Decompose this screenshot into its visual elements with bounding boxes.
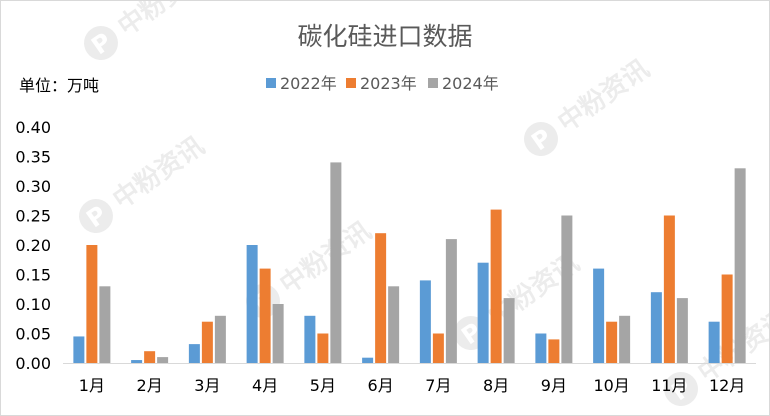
bar-2023年-3月 (201, 321, 213, 363)
x-tick-label: 2月 (137, 376, 163, 395)
y-tick-label: 0.35 (15, 148, 51, 167)
bar-2024年-8月 (503, 298, 515, 363)
bar-2023年-9月 (548, 339, 560, 363)
x-tick-label: 10月 (593, 376, 629, 395)
x-tick-label: 4月 (252, 376, 278, 395)
y-tick-label: 0.00 (15, 354, 51, 373)
watermark-text: 中粉资讯 (275, 216, 377, 300)
bar-2023年-4月 (259, 268, 271, 363)
bar-2022年-10月 (593, 268, 605, 363)
bar-2023年-12月 (721, 274, 733, 363)
bar-2024年-10月 (619, 315, 631, 363)
bar-2022年-5月 (304, 315, 316, 363)
y-tick-label: 0.25 (15, 207, 51, 226)
x-tick-label: 7月 (425, 376, 451, 395)
y-tick-label: 0.10 (15, 295, 51, 314)
legend-label-2022年: 2022年 (280, 74, 337, 93)
bar-2024年-11月 (676, 298, 688, 363)
bar-2023年-10月 (606, 321, 618, 363)
bar-2024年-5月 (330, 162, 342, 363)
y-tick-label: 0.40 (15, 118, 51, 137)
bar-2022年-8月 (477, 262, 489, 363)
bar-2024年-3月 (214, 315, 226, 363)
legend-swatch-2023年 (346, 78, 356, 88)
bars-layer (73, 162, 746, 363)
bar-2022年-12月 (708, 321, 720, 363)
bar-2022年-2月 (131, 360, 143, 363)
bar-2023年-6月 (375, 233, 387, 363)
x-tick-label: 3月 (194, 376, 220, 395)
bar-2022年-1月 (73, 336, 85, 363)
bar-2022年-4月 (246, 245, 258, 363)
bar-2023年-1月 (86, 245, 98, 363)
bar-2023年-2月 (144, 351, 156, 363)
y-tick-label: 0.05 (15, 325, 51, 344)
bar-2024年-4月 (272, 304, 284, 363)
x-tick-label: 12月 (709, 376, 745, 395)
watermark-text: 中粉资讯 (108, 131, 210, 215)
bar-2023年-7月 (432, 333, 444, 363)
legend-label-2024年: 2024年 (442, 74, 499, 93)
bar-2024年-6月 (388, 286, 400, 363)
bar-2024年-7月 (445, 239, 457, 363)
watermark-text: 中粉资讯 (553, 54, 655, 138)
watermark-text: 中粉资讯 (113, 1, 215, 42)
legend-swatch-2024年 (428, 78, 438, 88)
chart-title: 碳化硅进口数据 (297, 22, 472, 51)
legend: 2022年 2023年 2024年 (266, 74, 499, 93)
bar-2023年-5月 (317, 333, 329, 363)
x-tick-label: 9月 (541, 376, 567, 395)
legend-swatch-2022年 (266, 78, 276, 88)
x-tick-label: 8月 (483, 376, 509, 395)
legend-label-2023年: 2023年 (360, 74, 417, 93)
bar-2024年-1月 (99, 286, 111, 363)
unit-label: 单位：万吨 (19, 76, 99, 95)
y-axis: 0.00 0.05 0.10 0.15 0.20 0.25 0.30 0.35 0.40 (15, 118, 51, 373)
bar-2022年-11月 (650, 292, 662, 363)
x-axis: 1月 2月 3月 4月 5月 6月 7月 8月 9月 10月 11月 12月 (79, 376, 746, 395)
bar-2024年-2月 (157, 357, 169, 363)
bar-2022年-6月 (362, 357, 374, 363)
y-tick-label: 0.15 (15, 266, 51, 285)
x-tick-label: 1月 (79, 376, 105, 395)
x-tick-label: 5月 (310, 376, 336, 395)
y-tick-label: 0.20 (15, 236, 51, 255)
bar-2022年-7月 (419, 280, 431, 363)
bar-2024年-9月 (561, 215, 573, 363)
bar-2023年-11月 (663, 215, 675, 363)
bar-2024年-12月 (734, 168, 746, 363)
bar-2022年-9月 (535, 333, 547, 363)
bar-2022年-3月 (188, 344, 200, 363)
bar-2023年-8月 (490, 209, 502, 363)
x-tick-label: 11月 (651, 376, 687, 395)
x-tick-label: 6月 (368, 376, 394, 395)
y-tick-label: 0.30 (15, 177, 51, 196)
